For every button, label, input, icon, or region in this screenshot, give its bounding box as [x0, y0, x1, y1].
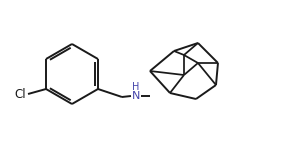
- Text: N: N: [132, 91, 140, 101]
- Text: H: H: [132, 82, 140, 92]
- Text: Cl: Cl: [14, 87, 26, 101]
